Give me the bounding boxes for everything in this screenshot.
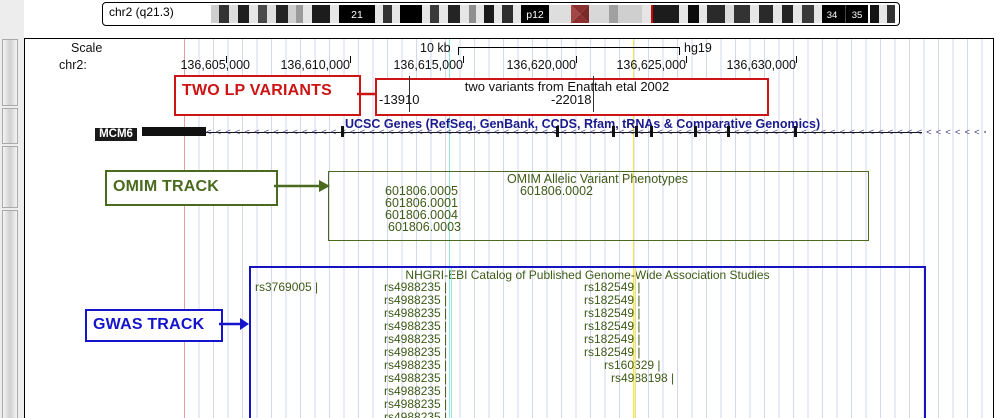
svg-text:21: 21 [351, 9, 363, 21]
svg-text:34: 34 [827, 10, 838, 21]
svg-text:35: 35 [852, 10, 863, 21]
svg-text:p12: p12 [526, 9, 544, 21]
